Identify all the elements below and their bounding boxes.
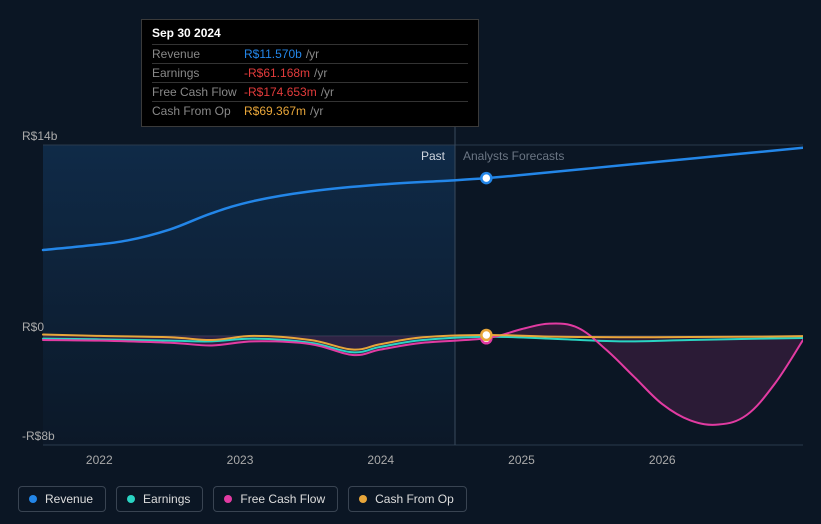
legend-label: Cash From Op bbox=[375, 492, 454, 506]
tooltip-suffix: /yr bbox=[314, 66, 327, 80]
tooltip-row: Free Cash Flow -R$174.653m /yr bbox=[152, 82, 468, 101]
chart-legend: Revenue Earnings Free Cash Flow Cash Fro… bbox=[18, 486, 467, 512]
tooltip-suffix: /yr bbox=[306, 47, 319, 61]
legend-item-fcf[interactable]: Free Cash Flow bbox=[213, 486, 338, 512]
tooltip-label: Revenue bbox=[152, 47, 244, 61]
tooltip-row: Cash From Op R$69.367m /yr bbox=[152, 101, 468, 120]
tooltip-label: Earnings bbox=[152, 66, 244, 80]
chart-tooltip: Sep 30 2024 Revenue R$11.570b /yr Earnin… bbox=[141, 19, 479, 127]
legend-label: Earnings bbox=[143, 492, 190, 506]
tooltip-label: Cash From Op bbox=[152, 104, 244, 118]
tooltip-row: Revenue R$11.570b /yr bbox=[152, 44, 468, 63]
legend-dot-icon bbox=[29, 495, 37, 503]
legend-dot-icon bbox=[127, 495, 135, 503]
legend-label: Revenue bbox=[45, 492, 93, 506]
x-axis-label: 2025 bbox=[508, 453, 535, 467]
x-axis-label: 2024 bbox=[367, 453, 394, 467]
x-axis-label: 2023 bbox=[227, 453, 254, 467]
tooltip-suffix: /yr bbox=[310, 104, 323, 118]
x-axis-label: 2026 bbox=[649, 453, 676, 467]
legend-item-cfo[interactable]: Cash From Op bbox=[348, 486, 467, 512]
forecast-label: Analysts Forecasts bbox=[463, 149, 564, 163]
tooltip-value: R$11.570b bbox=[244, 47, 302, 61]
tooltip-title: Sep 30 2024 bbox=[152, 26, 468, 44]
legend-dot-icon bbox=[224, 495, 232, 503]
tooltip-suffix: /yr bbox=[321, 85, 334, 99]
legend-item-revenue[interactable]: Revenue bbox=[18, 486, 106, 512]
x-axis-label: 2022 bbox=[86, 453, 113, 467]
tooltip-value: R$69.367m bbox=[244, 104, 306, 118]
y-axis-label: -R$8b bbox=[22, 429, 55, 443]
legend-item-earnings[interactable]: Earnings bbox=[116, 486, 203, 512]
tooltip-value: -R$174.653m bbox=[244, 85, 317, 99]
tooltip-row: Earnings -R$61.168m /yr bbox=[152, 63, 468, 82]
past-label: Past bbox=[421, 149, 445, 163]
legend-dot-icon bbox=[359, 495, 367, 503]
legend-label: Free Cash Flow bbox=[240, 492, 325, 506]
y-axis-label: R$14b bbox=[22, 129, 57, 143]
tooltip-label: Free Cash Flow bbox=[152, 85, 244, 99]
tooltip-value: -R$61.168m bbox=[244, 66, 310, 80]
y-axis-label: R$0 bbox=[22, 320, 44, 334]
